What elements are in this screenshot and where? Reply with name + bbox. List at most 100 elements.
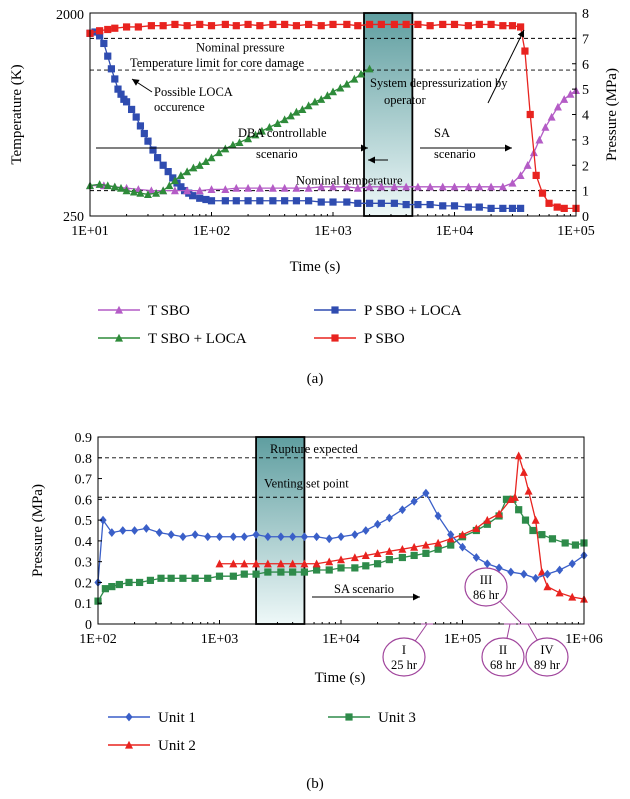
data-point	[555, 588, 564, 597]
callout-roman: IV	[540, 643, 553, 657]
y-right-tick-label: 6	[582, 58, 589, 73]
chart-b: Rupture expected Venting set point SA scen…	[30, 431, 603, 792]
data-point	[292, 183, 301, 192]
data-point	[398, 545, 407, 553]
legend-label: P SBO + LOCA	[364, 303, 462, 319]
data-point	[524, 486, 533, 495]
data-point	[244, 20, 252, 29]
data-point	[483, 515, 492, 524]
data-point	[244, 134, 253, 143]
data-point	[568, 592, 577, 601]
data-point	[256, 22, 264, 30]
data-point	[183, 186, 192, 195]
data-point	[519, 468, 528, 476]
data-point	[329, 198, 337, 206]
data-point	[325, 557, 334, 566]
y-tick-label: 0.8	[75, 452, 93, 467]
data-point	[514, 451, 523, 460]
data-point	[189, 163, 198, 172]
data-point	[176, 171, 185, 179]
series-2	[94, 495, 588, 605]
data-point	[310, 97, 319, 106]
data-point	[487, 20, 495, 29]
data-point	[214, 148, 223, 157]
data-point	[179, 532, 187, 542]
data-point	[130, 526, 139, 535]
data-point	[495, 509, 504, 518]
data-point	[447, 541, 455, 549]
data-point	[356, 69, 365, 78]
data-point	[292, 107, 301, 116]
x-tick-label: 1E+04	[322, 632, 359, 647]
data-point	[438, 182, 447, 191]
data-point	[343, 20, 351, 29]
data-point	[439, 202, 447, 210]
data-point	[450, 202, 459, 210]
data-point	[410, 497, 418, 506]
data-point	[144, 137, 152, 145]
data-point	[313, 532, 321, 542]
annotation: Possible LOCA	[154, 85, 233, 99]
data-point	[146, 576, 155, 584]
shaded-region	[255, 436, 306, 625]
y-right-tick-label: 3	[582, 134, 589, 149]
data-point	[498, 182, 507, 191]
legend-label: Unit 2	[158, 738, 196, 754]
data-point	[377, 20, 385, 29]
data-point	[515, 506, 523, 514]
data-point	[561, 539, 569, 547]
y-tick-label: 0	[85, 618, 92, 633]
data-point	[170, 176, 179, 185]
callout-hours: 86 hr	[473, 588, 500, 602]
data-point	[215, 572, 224, 580]
data-point	[140, 129, 148, 138]
legend-marker	[115, 305, 123, 314]
data-point	[377, 199, 385, 207]
data-point	[398, 553, 406, 562]
data-point	[521, 516, 530, 524]
data-point	[553, 203, 561, 211]
data-point	[422, 549, 430, 557]
data-point	[108, 528, 116, 537]
data-point	[422, 488, 430, 498]
data-point	[373, 519, 382, 529]
reference-label: Rupture expected	[270, 442, 359, 456]
data-point	[101, 585, 109, 593]
y-tick-label: 0.1	[75, 597, 93, 612]
data-point	[289, 532, 297, 542]
series-line	[90, 89, 577, 192]
data-point	[361, 551, 370, 560]
x-tick-label: 1E+03	[201, 632, 238, 647]
data-point	[483, 559, 491, 569]
legend-label: Unit 3	[378, 710, 416, 726]
data-point	[143, 190, 152, 199]
data-point	[276, 559, 285, 568]
data-point	[204, 574, 212, 582]
data-point	[111, 75, 119, 83]
data-point	[508, 22, 517, 30]
data-point	[159, 186, 168, 195]
y-tick-label: 0.2	[75, 576, 93, 591]
data-point	[96, 32, 104, 40]
data-point	[526, 110, 534, 119]
data-point	[147, 186, 156, 195]
data-point	[475, 203, 483, 211]
data-point	[304, 183, 313, 192]
data-point	[362, 562, 370, 570]
data-point	[125, 578, 133, 587]
legend-label: T SBO + LOCA	[148, 331, 247, 347]
data-point	[298, 105, 307, 114]
x-tick-label: 1E+05	[557, 224, 594, 239]
data-point	[153, 154, 162, 162]
x-tick-label: 1E+01	[71, 224, 108, 239]
legend-b: Unit 1 Unit 2 Unit 3	[108, 710, 416, 754]
data-point	[288, 559, 297, 568]
data-point	[104, 25, 112, 34]
annotation: SA	[434, 126, 450, 140]
data-point	[516, 171, 525, 179]
data-point	[487, 182, 496, 191]
data-point	[207, 185, 216, 193]
data-point	[508, 204, 517, 212]
data-point	[362, 526, 370, 535]
data-point	[531, 515, 540, 524]
